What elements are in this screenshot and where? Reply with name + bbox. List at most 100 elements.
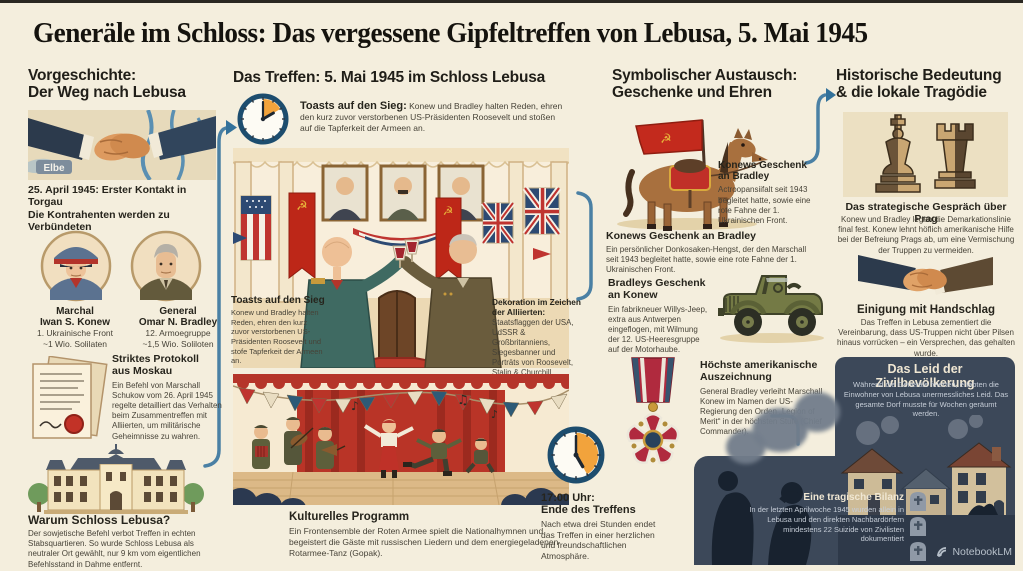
protocol-text: Striktes Protokoll aus Moskau Ein Befehl… [112, 353, 228, 442]
decoration-title: Dekoration im Zeichen der Alliierten: [492, 297, 581, 317]
us-flag [240, 195, 272, 261]
panel-title: Das Leid der Zivilbevölkerung [875, 362, 975, 390]
protocol-document-illustration [28, 356, 108, 444]
end-body: Nach etwa drei Stunden endet das Treffen… [541, 518, 656, 562]
culture-dance-illustration: ♪ ♫ ♪ [233, 374, 569, 505]
tombstone-icon [910, 492, 926, 511]
soviet-flag [635, 119, 703, 155]
bradley-name: General Omar N. Bradley [138, 306, 218, 329]
bending-figure-silhouette [968, 503, 998, 515]
jeep-illustration [716, 258, 828, 346]
col3-header: Symbolischer Austausch: Geschenke und Eh… [612, 67, 798, 102]
horse-caption-title: Konews Geschenk an Bradley [606, 230, 756, 242]
uk-flag-2 [522, 186, 562, 236]
toast-text: Toasts auf den Sieg Konew und Bradley ha… [231, 295, 327, 366]
svg-text:☭: ☭ [660, 132, 672, 147]
konew-unit: 1. Ukrainische Front [36, 328, 114, 339]
legion-of-merit-medal [614, 356, 692, 478]
schloss-illustration [26, 444, 206, 516]
agreement-body: Das Treffen in Lebusa zementiert die Ver… [837, 318, 1015, 358]
elbe-label: Elbe [43, 163, 65, 174]
svg-text:♫: ♫ [457, 393, 469, 408]
prague-body: Konew und Bradley legen die Demarkations… [837, 215, 1015, 255]
prague-title: Das strategische Gespräch über Prag [845, 201, 1007, 225]
bradley-unit: 12. Armoegruppe [145, 328, 211, 339]
horse-note-text: Konews Geschenk an Bradley Actroopansiif… [718, 160, 820, 226]
uk-flag-1 [481, 201, 515, 245]
chess-king [875, 114, 921, 193]
protocol-title: Striktes Protokoll aus Moskau [112, 353, 199, 377]
end-title: 17:00 Uhr: Ende des Treffens [541, 492, 636, 517]
agreement-title: Einigung mit Handschlag [856, 304, 995, 316]
panel-body: Während die Generäle feierten, erlebten … [843, 380, 1009, 419]
tragic-body: In der letzten Aprilwoche 1945 wurden al… [749, 505, 904, 544]
chess-rook [934, 123, 976, 189]
why-title: Warum Schloss Lebusa? [28, 513, 171, 527]
toast-title: Toasts auf den Sieg [231, 295, 325, 306]
toast-body: Konew und Bradley halten Reden, ehren de… [231, 308, 323, 366]
konew-portrait [40, 230, 112, 302]
horse-note-title: Konews Geschenk an Bradley [718, 160, 807, 183]
soviet-banner-left: ☭ [288, 192, 316, 280]
chess-illustration [843, 112, 1008, 197]
tragic-title: Eine tragische Bilanz [803, 492, 904, 503]
gopak-dancers [363, 419, 495, 478]
intro-text: Toasts auf den Sieg: Konew und Bradley h… [300, 100, 568, 134]
agreement-handshake-illustration [858, 249, 993, 301]
audience-silhouettes [233, 488, 569, 505]
smoke-cloud-2 [726, 430, 766, 464]
watermark: NotebookLM [920, 546, 1012, 558]
red-army-musicians [252, 417, 346, 469]
why-body: Der sowjetische Befehl verbot Treffen in… [28, 529, 201, 569]
jeep-title: Bradleys Geschenk an Konew [608, 277, 706, 301]
hall-toast-illustration: ☭ ☭ [233, 148, 569, 368]
horse-note-body: Actroopansiifalt seit 1943 begleitet hat… [718, 185, 811, 226]
medal-star [626, 412, 680, 464]
col4-header: Historische Bedeutung & die lokale Tragö… [836, 67, 1002, 102]
culture-title: Kulturelles Programm [289, 511, 410, 523]
col1-header: Vorgeschichte: Der Weg nach Lebusa [28, 67, 186, 102]
horse-caption: Konews Geschenk an Bradley Ein persönlic… [606, 230, 820, 275]
culture-text: Kulturelles Programm Ein Frontensemble d… [289, 511, 571, 559]
mourners-illustration [698, 455, 838, 565]
clock-1700-icon [547, 426, 605, 484]
handshake-elbe-illustration: Elbe [28, 110, 216, 180]
svg-text:♪: ♪ [351, 399, 359, 413]
konew-label: Marchal Iwan S. Konew 1. Ukrainische Fro… [22, 306, 128, 350]
col2-header: Das Treffen: 5. Mai 1945 im Schloss Lebu… [233, 69, 546, 86]
svg-text:☭: ☭ [443, 204, 454, 218]
tombstone-icons [909, 491, 927, 563]
jeep-body: Ein fabrikneuer Willys-Jeep, extra aus A… [608, 304, 708, 355]
tombstone-icon [910, 517, 926, 536]
col1-subheader: Die Kontrahenten werden zu Verbündeten [28, 209, 170, 233]
toasting-officers [300, 234, 502, 368]
top-border [0, 0, 1023, 3]
bradley-portrait [130, 230, 202, 302]
horse-caption-body: Ein persönlicher Donkosaken-Hengst, der … [606, 244, 807, 275]
smoke-cloud-3 [794, 392, 840, 432]
svg-text:♪: ♪ [491, 408, 498, 421]
award-title: Höchste amerikanische Auszeichnung [700, 359, 818, 383]
konew-name: Marchal Iwan S. Konew [39, 306, 110, 329]
konew-strength: ~1 Wio. Solilaten [42, 339, 108, 350]
page-title: Generäle im Schloss: Das vergessene Gipf… [33, 18, 868, 49]
tombstone-icon [910, 542, 926, 561]
culture-body: Ein Frontensemble der Roten Armee spielt… [289, 525, 559, 558]
music-notes: ♪ ♫ ♪ [351, 393, 498, 421]
end-text: 17:00 Uhr: Ende des Treffens Nach etwa d… [541, 492, 663, 562]
clock-1400-icon [237, 93, 289, 145]
bradley-strength: ~1,5 Wio. Soliloten [142, 339, 214, 350]
intro-body: Konew und Bradley halten Reden, ehren de… [300, 101, 563, 134]
svg-text:☭: ☭ [296, 199, 308, 214]
intro-title: Toasts auf den Sieg: [300, 100, 407, 112]
torgau-caption: 25. April 1945: Erster Kontakt in Torgau [28, 184, 187, 208]
blue-pennant [233, 232, 247, 244]
watermark-text: NotebookLM [952, 546, 1012, 558]
notebooklm-logo-icon [937, 547, 947, 557]
jeep-text: Bradleys Geschenk an Konew Ein fabrikneu… [608, 277, 720, 356]
bradley-label: General Omar N. Bradley 12. Armoegruppe … [122, 306, 234, 350]
red-pennant [533, 248, 551, 260]
protocol-body: Ein Befehl von Marschall Schukow vom 26.… [112, 380, 222, 441]
horse-gift-illustration: ☭ [602, 110, 777, 232]
